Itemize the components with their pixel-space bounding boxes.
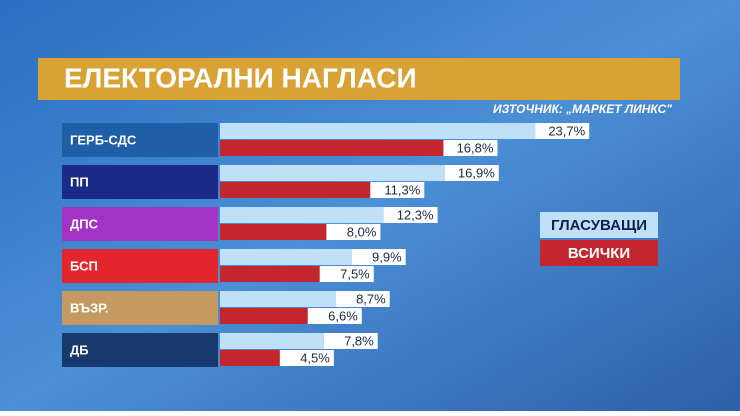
value-label: 8,0%	[347, 224, 377, 239]
value-label-box	[326, 224, 381, 240]
value-label: 4,5%	[300, 350, 330, 365]
value-label: 8,7%	[356, 291, 386, 306]
value-label: 9,9%	[372, 249, 402, 264]
bar	[220, 165, 445, 181]
value-label-box	[443, 140, 498, 156]
bar	[220, 182, 371, 198]
title-bar	[38, 58, 680, 100]
value-label: 6,6%	[328, 308, 358, 323]
value-label-box	[535, 123, 590, 139]
value-label: 7,5%	[340, 266, 370, 281]
legend-label: ГЛАСУВАЩИ	[551, 217, 647, 234]
value-label-box	[323, 333, 378, 349]
chart-subtitle: ИЗТОЧНИК: „МАРКЕТ ЛИНКС"	[493, 102, 672, 116]
value-label-box	[319, 266, 374, 282]
bar	[220, 123, 536, 139]
value-label-box	[335, 291, 390, 307]
value-label: 16,8%	[457, 140, 494, 155]
legend-label: ВСИЧКИ	[568, 245, 630, 262]
value-label: 23,7%	[548, 123, 585, 138]
value-label-box	[444, 165, 499, 181]
category-label: БСП	[70, 258, 98, 273]
legend-swatch	[540, 212, 658, 238]
value-label-box	[279, 350, 334, 366]
category-box	[62, 333, 218, 367]
chart-title: ЕЛЕКТОРАЛНИ НАГЛАСИ	[64, 62, 417, 93]
category-box	[62, 165, 218, 199]
value-label: 7,8%	[344, 333, 374, 348]
value-label-box	[351, 249, 406, 265]
bar	[220, 207, 384, 223]
bar	[220, 266, 320, 282]
category-box	[62, 249, 218, 283]
category-label: ДБ	[70, 342, 89, 357]
value-label-box	[307, 308, 362, 324]
bar	[220, 350, 280, 366]
bar	[220, 224, 327, 240]
bar	[220, 308, 308, 324]
value-label: 12,3%	[397, 207, 434, 222]
value-label: 16,9%	[458, 165, 495, 180]
bar	[220, 140, 444, 156]
category-label: ДПС	[70, 216, 99, 231]
category-box	[62, 123, 218, 157]
category-label: ГЕРБ-СДС	[70, 132, 137, 147]
category-box	[62, 291, 218, 325]
bar	[220, 249, 352, 265]
bar	[220, 333, 324, 349]
category-label: ПП	[70, 174, 89, 189]
bar	[220, 291, 336, 307]
legend-swatch	[540, 240, 658, 266]
category-box	[62, 207, 218, 241]
value-label: 11,3%	[384, 182, 420, 197]
category-label: ВЪЗР.	[70, 300, 109, 315]
value-label-box	[370, 182, 425, 198]
value-label-box	[383, 207, 438, 223]
